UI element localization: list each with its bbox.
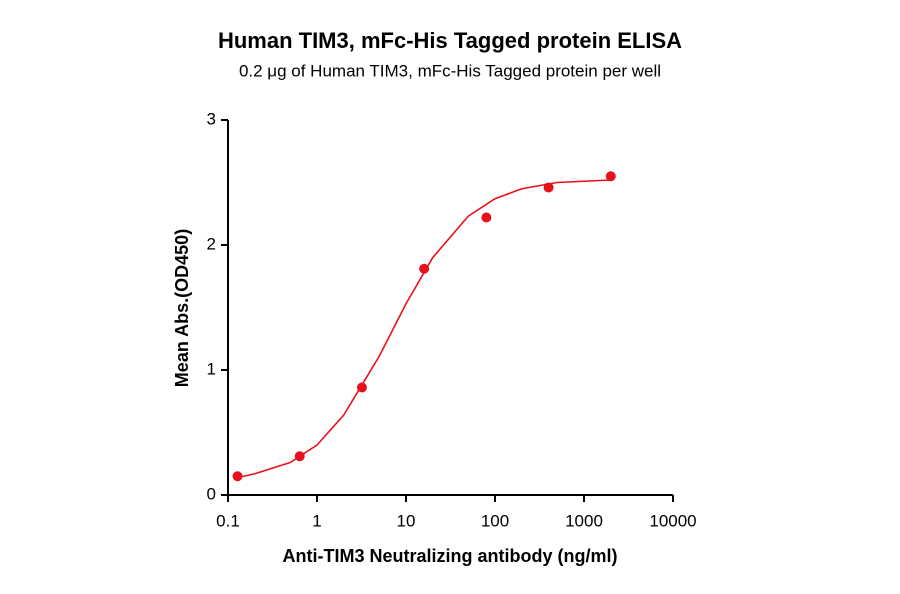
data-point (356, 382, 367, 393)
x-tick-label: 10000 (649, 511, 696, 530)
data-point (543, 182, 554, 193)
x-tick-label: 1000 (565, 511, 603, 530)
chart-subtitle: 0.2 μg of Human TIM3, mFc-His Tagged pro… (239, 61, 661, 80)
y-axis-label: Mean Abs.(OD450) (172, 229, 192, 387)
fit-curve (237, 179, 611, 479)
data-point (605, 171, 616, 182)
y-tick-label: 3 (207, 109, 216, 128)
x-tick-label: 10 (397, 511, 416, 530)
data-point (481, 212, 492, 223)
data-point (294, 451, 305, 462)
y-tick-label: 1 (207, 359, 216, 378)
x-tick-label: 0.1 (216, 511, 240, 530)
y-tick-label: 2 (207, 234, 216, 253)
x-tick-label: 100 (481, 511, 509, 530)
data-point (419, 263, 430, 274)
x-tick-label: 1 (312, 511, 321, 530)
data-point (232, 471, 243, 482)
chart-title: Human TIM3, mFc-His Tagged protein ELISA (218, 28, 682, 53)
x-axis-label: Anti-TIM3 Neutralizing antibody (ng/ml) (283, 546, 618, 566)
y-tick-label: 0 (207, 484, 216, 503)
